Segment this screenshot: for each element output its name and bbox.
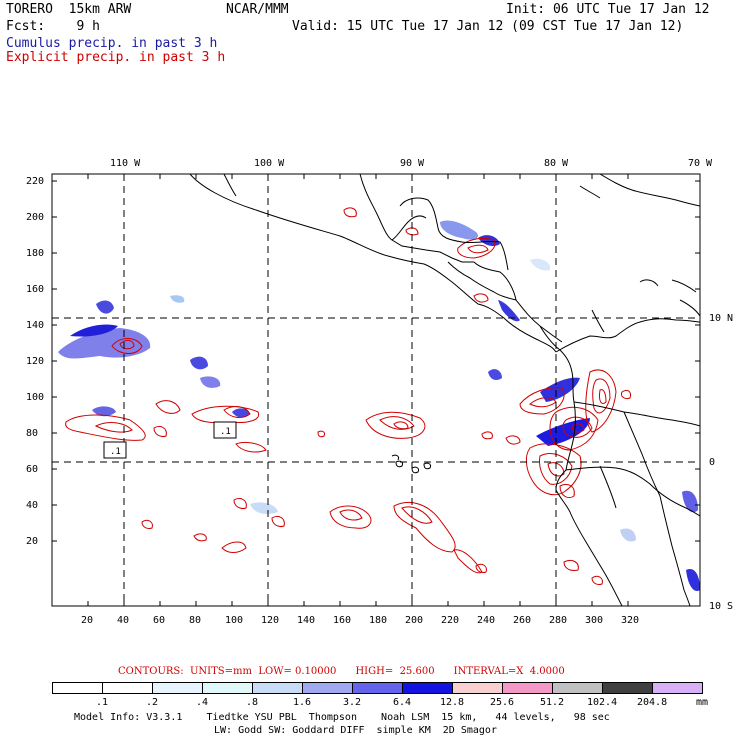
legend-level-label: 1.6 [293, 697, 312, 708]
explicit-precip-contours [65, 207, 631, 585]
lon-label-80w: 80 W [544, 158, 569, 169]
cumulus-legend-label: Cumulus precip. in past 3 h [6, 36, 218, 51]
cumulus-precip-areas [58, 220, 700, 592]
legend-level-label: 102.4 [587, 697, 618, 708]
small-black-contours [395, 460, 431, 474]
legend-units: mm [696, 697, 709, 708]
value-boxes [103, 421, 237, 459]
y-tick-label: 120 [26, 356, 45, 367]
lat-label-10s: 10 S [709, 601, 734, 612]
legend-swatch [402, 682, 453, 694]
center-title: NCAR/MMM [226, 2, 289, 17]
legend-level-label: 51.2 [540, 697, 565, 708]
lon-label-110w: 110 W [110, 158, 141, 169]
forecast-hour: Fcst: 9 h [6, 19, 100, 34]
x-tick-label: 100 [225, 615, 244, 626]
y-tick-label: 20 [26, 536, 39, 547]
y-tick-label: 160 [26, 284, 45, 295]
legend-swatch [452, 682, 503, 694]
box-label-1: .1 [110, 447, 121, 457]
y-tick-label: 200 [26, 212, 45, 223]
legend-swatch [252, 682, 303, 694]
tick-marks [52, 174, 700, 606]
legend-swatch [152, 682, 203, 694]
x-tick-label: 320 [621, 615, 640, 626]
legend-swatch [652, 682, 703, 694]
lon-label-70w: 70 W [688, 158, 713, 169]
x-tick-label: 300 [585, 615, 604, 626]
y-tick-label: 140 [26, 320, 45, 331]
legend-swatch [502, 682, 553, 694]
legend-level-label: 6.4 [393, 697, 412, 708]
lat-label-10n: 10 N [709, 313, 734, 324]
x-tick-label: 280 [549, 615, 568, 626]
legend-swatch [352, 682, 403, 694]
legend-level-label: 3.2 [343, 697, 362, 708]
y-tick-label: 220 [26, 176, 45, 187]
coastlines [189, 174, 700, 606]
x-tick-label: 180 [369, 615, 388, 626]
lat-label-0: 0 [709, 457, 716, 468]
contour-info: CONTOURS: UNITS=mm LOW= 0.10000 HIGH= 25… [118, 666, 565, 677]
lon-label-100w: 100 W [254, 158, 285, 169]
x-tick-label: 40 [117, 615, 130, 626]
legend-swatch [302, 682, 353, 694]
x-tick-label: 140 [297, 615, 316, 626]
legend-swatch [552, 682, 603, 694]
model-physics: LW: Godd SW: Goddard DIFF simple KM 2D S… [214, 725, 497, 736]
valid-time: Valid: 15 UTC Tue 17 Jan 12 (09 CST Tue … [292, 19, 684, 34]
legend-swatch [102, 682, 153, 694]
x-tick-label: 160 [333, 615, 352, 626]
x-tick-label: 220 [441, 615, 460, 626]
x-tick-label: 200 [405, 615, 424, 626]
lon-label-90w: 90 W [400, 158, 425, 169]
grid-lines [52, 174, 700, 606]
legend-swatch [602, 682, 653, 694]
y-tick-label: 180 [26, 248, 45, 259]
x-tick-label: 240 [477, 615, 496, 626]
legend-swatch [202, 682, 253, 694]
box-label-2: .1 [220, 427, 231, 437]
x-tick-label: 60 [153, 615, 166, 626]
init-time: Init: 06 UTC Tue 17 Jan 12 [506, 2, 710, 17]
legend-level-label: 204.8 [637, 697, 668, 708]
legend-level-label: 25.6 [490, 697, 515, 708]
x-tick-label: 260 [513, 615, 532, 626]
legend-level-label: .8 [246, 697, 259, 708]
y-tick-label: 60 [26, 464, 39, 475]
legend-level-label: 12.8 [440, 697, 465, 708]
legend-swatch [52, 682, 103, 694]
y-tick-label: 80 [26, 428, 39, 439]
legend-level-label: .1 [96, 697, 109, 708]
legend-level-label: .2 [146, 697, 159, 708]
x-tick-label: 120 [261, 615, 280, 626]
legend-level-label: .4 [196, 697, 209, 708]
x-tick-label: 80 [189, 615, 202, 626]
model-title: TORERO 15km ARW [6, 2, 132, 17]
x-tick-label: 20 [81, 615, 94, 626]
y-tick-label: 40 [26, 500, 39, 511]
explicit-legend-label: Explicit precip. in past 3 h [6, 50, 226, 65]
model-info: Model Info: V3.3.1 Tiedtke YSU PBL Thomp… [74, 712, 610, 723]
y-tick-label: 100 [26, 392, 45, 403]
